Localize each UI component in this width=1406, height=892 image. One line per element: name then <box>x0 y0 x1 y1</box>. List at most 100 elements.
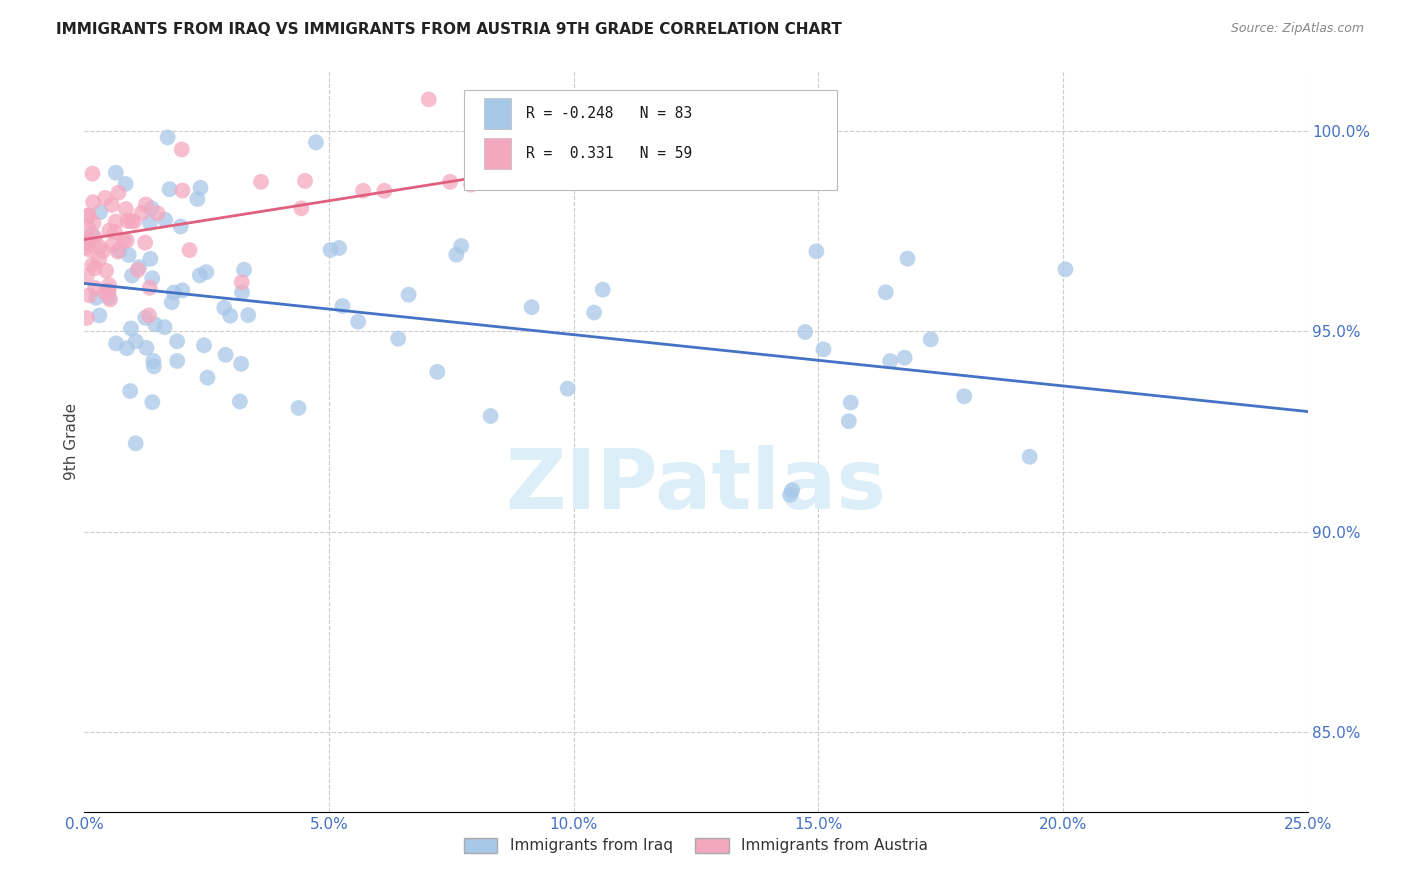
Legend: Immigrants from Iraq, Immigrants from Austria: Immigrants from Iraq, Immigrants from Au… <box>457 831 935 860</box>
Point <box>479 409 502 423</box>
Point <box>838 414 860 428</box>
Point <box>879 354 901 368</box>
Text: R = -0.248   N = 83: R = -0.248 N = 83 <box>526 105 692 120</box>
Point <box>120 384 142 398</box>
Point <box>839 395 862 409</box>
Point <box>153 212 176 227</box>
Point <box>128 260 150 274</box>
Point <box>159 182 181 196</box>
Point <box>214 348 236 362</box>
Point <box>135 197 157 211</box>
Point <box>426 365 449 379</box>
Point <box>231 357 253 371</box>
Point <box>460 178 482 192</box>
Point <box>138 309 160 323</box>
Point <box>97 284 120 298</box>
Point <box>118 248 141 262</box>
Point <box>893 351 915 365</box>
Point <box>135 341 157 355</box>
Point <box>127 263 149 277</box>
Point <box>101 237 124 252</box>
Point <box>77 209 100 223</box>
Point <box>107 244 129 259</box>
Point <box>179 243 201 257</box>
Point <box>193 338 215 352</box>
Point <box>84 261 107 276</box>
Point <box>231 285 253 300</box>
Point <box>94 285 117 300</box>
Point <box>450 239 472 253</box>
Point <box>233 262 256 277</box>
Point <box>84 291 107 305</box>
Point <box>114 177 136 191</box>
Point <box>1054 262 1077 277</box>
Point <box>120 321 142 335</box>
FancyBboxPatch shape <box>484 97 512 128</box>
Point <box>557 382 579 396</box>
Point <box>79 288 101 302</box>
Point <box>91 244 114 258</box>
Point <box>139 252 162 266</box>
Point <box>197 370 219 384</box>
Point <box>82 216 104 230</box>
Point <box>583 305 606 319</box>
Point <box>117 214 139 228</box>
Point <box>418 92 440 106</box>
Point <box>332 299 354 313</box>
Point <box>125 334 148 349</box>
Point <box>80 227 103 241</box>
Point <box>121 214 143 228</box>
Point <box>920 332 942 346</box>
Point <box>115 341 138 355</box>
FancyBboxPatch shape <box>484 138 512 169</box>
Point <box>114 202 136 216</box>
Point <box>104 214 127 228</box>
Point <box>238 308 260 322</box>
Point <box>186 192 208 206</box>
Point <box>520 300 543 314</box>
Point <box>387 332 409 346</box>
Point <box>190 181 212 195</box>
Point <box>146 206 169 220</box>
Point <box>138 281 160 295</box>
Point <box>875 285 897 300</box>
Point <box>105 336 128 351</box>
Point <box>84 230 107 244</box>
Point <box>188 268 211 283</box>
Point <box>100 198 122 212</box>
Point <box>953 389 976 403</box>
Point <box>134 235 156 250</box>
Point <box>97 284 120 298</box>
Point <box>121 268 143 283</box>
Point <box>98 293 121 307</box>
Point <box>290 202 312 216</box>
Point <box>439 175 461 189</box>
Point <box>305 136 328 150</box>
Point <box>79 243 101 257</box>
Point <box>153 320 176 334</box>
Point <box>195 265 218 279</box>
Point <box>104 225 127 239</box>
Point <box>780 483 803 498</box>
Point <box>77 209 100 223</box>
Point <box>172 284 194 298</box>
Point <box>141 202 163 216</box>
Point <box>212 301 235 315</box>
Point <box>141 271 163 285</box>
Point <box>806 244 828 259</box>
Point <box>87 252 110 267</box>
Point <box>122 214 145 228</box>
Point <box>76 232 98 246</box>
Text: IMMIGRANTS FROM IRAQ VS IMMIGRANTS FROM AUSTRIA 9TH GRADE CORRELATION CHART: IMMIGRANTS FROM IRAQ VS IMMIGRANTS FROM … <box>56 22 842 37</box>
Point <box>115 234 138 248</box>
Point <box>76 268 98 283</box>
Y-axis label: 9th Grade: 9th Grade <box>63 403 79 480</box>
Point <box>98 278 121 293</box>
Point <box>250 175 273 189</box>
Point <box>794 325 817 339</box>
Point <box>134 310 156 325</box>
Point <box>98 223 121 237</box>
Point <box>125 436 148 450</box>
Point <box>592 283 614 297</box>
Point <box>779 488 801 502</box>
